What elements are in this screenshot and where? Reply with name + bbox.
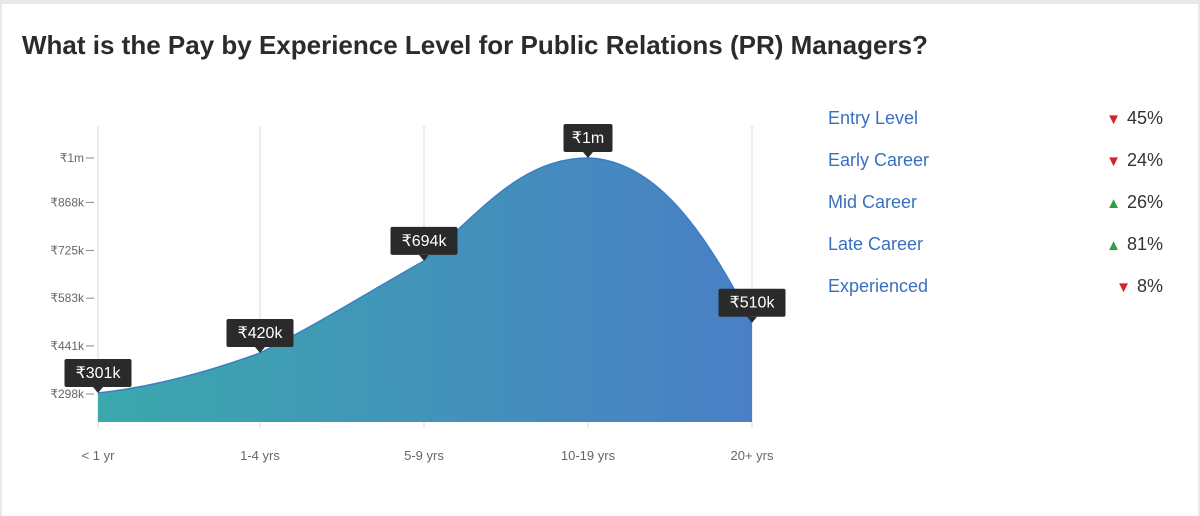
- data-label-text: ₹694k: [402, 233, 448, 250]
- data-label-pointer: [255, 346, 265, 353]
- legend-delta: ▲ 81%: [1106, 234, 1163, 255]
- data-label-box: [64, 358, 132, 387]
- y-tick-label: ₹868k: [50, 195, 85, 209]
- legend-label: Entry Level: [828, 108, 919, 128]
- legend-delta: ▼ 45%: [1106, 108, 1163, 129]
- legend-delta: ▲ 26%: [1106, 192, 1163, 213]
- triangle-up-icon: ▲: [1106, 237, 1121, 254]
- legend-item: Experienced ▼ 8%: [828, 276, 1163, 318]
- data-label-box: [718, 288, 786, 317]
- experience-legend: Entry Level ▼ 45% Early Career ▼ 24% Mid Caree…: [828, 108, 1163, 318]
- legend-item: Early Career ▼ 24%: [828, 150, 1163, 192]
- data-label: ₹694k: [390, 226, 458, 261]
- legend-delta-value: 24%: [1126, 150, 1163, 170]
- page-title: What is the Pay by Experience Level for …: [22, 30, 928, 60]
- y-tick-label: ₹298k: [50, 387, 85, 401]
- legend-label: Early Career: [828, 150, 930, 170]
- legend-delta-value: 8%: [1136, 276, 1163, 296]
- legend-delta: ▼ 8%: [1116, 276, 1163, 297]
- triangle-up-icon: ▲: [1106, 195, 1121, 212]
- x-tick-label: < 1 yr: [82, 448, 116, 463]
- x-tick-label: 1-4 yrs: [240, 448, 280, 463]
- y-tick-label: ₹441k: [50, 339, 85, 353]
- legend-item: Late Career ▲ 81%: [828, 234, 1163, 276]
- legend-label: Mid Career: [828, 192, 918, 212]
- triangle-down-icon: ▼: [1116, 279, 1131, 296]
- data-label-pointer: [419, 254, 429, 261]
- data-label-box: [226, 318, 294, 347]
- legend-delta: ▼ 24%: [1106, 150, 1163, 171]
- chart-card: What is the Pay by Experience Level for …: [2, 4, 1198, 516]
- x-tick-label: 5-9 yrs: [404, 448, 444, 463]
- data-label: ₹510k: [718, 288, 786, 323]
- data-label: ₹1m: [563, 124, 613, 158]
- data-label-text: ₹301k: [76, 365, 122, 382]
- data-label-pointer: [93, 386, 103, 393]
- legend-item: Mid Career ▲ 26%: [828, 192, 1163, 234]
- data-label-pointer: [747, 316, 757, 323]
- y-tick-label: ₹583k: [50, 291, 85, 305]
- pay-area-chart: ₹298k ₹441k ₹583k ₹725k ₹868k ₹1m < 1 yr 1-4 yr…: [50, 124, 786, 463]
- data-label-box: [563, 124, 613, 152]
- data-label-pointer: [583, 152, 593, 158]
- x-tick-label: 10-19 yrs: [561, 448, 616, 463]
- y-tick-label: ₹725k: [50, 243, 85, 257]
- triangle-down-icon: ▼: [1106, 111, 1121, 128]
- data-label-box: [390, 226, 458, 255]
- triangle-down-icon: ▼: [1106, 153, 1121, 170]
- data-label-text: ₹510k: [730, 295, 776, 312]
- legend-label: Late Career: [828, 234, 924, 254]
- data-label-text: ₹1m: [572, 130, 604, 147]
- legend-delta-value: 81%: [1126, 234, 1163, 254]
- pay-area: [98, 158, 752, 422]
- legend-item: Entry Level ▼ 45%: [828, 108, 1163, 150]
- x-tick-label: 20+ yrs: [731, 448, 774, 463]
- data-label-text: ₹420k: [238, 325, 284, 342]
- legend-delta-value: 26%: [1126, 192, 1163, 212]
- data-label: ₹420k: [226, 318, 294, 353]
- legend-label: Experienced: [828, 276, 929, 296]
- y-tick-label: ₹1m: [60, 151, 84, 165]
- legend-delta-value: 45%: [1126, 108, 1163, 128]
- data-label: ₹301k: [64, 358, 132, 393]
